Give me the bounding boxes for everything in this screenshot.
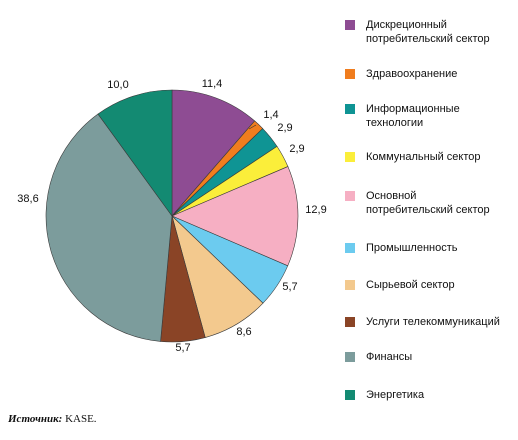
data-label-промышленность: 5,7	[282, 281, 297, 293]
data-label-здравоохранение: 1,4	[263, 109, 278, 121]
legend-item-промышленность: Промышленность	[345, 241, 458, 255]
legend-label: Промышленность	[366, 242, 458, 254]
legend-item-энергетика: Энергетика	[345, 388, 424, 402]
data-label-услуги-телекоммуникаций: 5,7	[175, 342, 190, 354]
data-label-основной-потребительский-сектор: 12,9	[305, 204, 326, 216]
legend-item-здравоохранение: Здравоохранение	[345, 67, 457, 81]
pie-chart: 11,41,42,92,912,95,78,65,738,610,0	[17, 78, 326, 354]
pie-slice-финансы	[45, 113, 173, 342]
legend-label: Здравоохранение	[366, 68, 458, 80]
data-label-сырьевой-сектор: 8,6	[236, 326, 251, 338]
legend-swatch	[345, 20, 355, 30]
data-label-коммунальный-сектор: 2,9	[289, 143, 304, 155]
legend-swatch	[345, 352, 355, 362]
legend-label: Информационные технологии	[366, 103, 460, 129]
source-label: Источник:	[8, 413, 63, 425]
legend-label: Сырьевой сектор	[366, 279, 455, 291]
legend-item-сырьевой-сектор: Сырьевой сектор	[345, 278, 455, 292]
legend-item-основной-потребительский-сектор: Основной потребительский сектор	[345, 189, 490, 217]
legend-label: Дискреционный потребительский сектор	[366, 19, 490, 45]
pie-slice-дискреционный-потребительский-сектор	[171, 89, 256, 217]
legend-item-финансы: Финансы	[345, 350, 412, 364]
legend-swatch	[345, 280, 355, 290]
legend-swatch	[345, 152, 355, 162]
legend-label: Коммунальный сектор	[366, 151, 481, 163]
legend-swatch	[345, 104, 355, 114]
pie-slice-основной-потребительский-сектор	[171, 166, 299, 267]
legend: Дискреционный потребительский сектор Здра…	[345, 0, 518, 420]
data-label-информационные-технологии: 2,9	[277, 122, 292, 134]
legend-label: Энергетика	[366, 389, 425, 401]
data-label-энергетика: 10,0	[107, 79, 128, 91]
legend-item-коммунальный-сектор: Коммунальный сектор	[345, 150, 481, 164]
legend-swatch	[345, 317, 355, 327]
source-value: KASE.	[65, 413, 97, 425]
source-note: Источник: KASE.	[8, 413, 97, 425]
pie-slice-энергетика	[97, 89, 173, 217]
leader-line	[248, 124, 257, 130]
legend-label: Финансы	[366, 351, 413, 363]
legend-item-информационные-технологии: Информационные технологии	[345, 102, 460, 130]
legend-label: Услуги телекоммуникаций	[366, 316, 500, 328]
legend-item-услуги-телекоммуникаций: Услуги телекоммуникаций	[345, 315, 500, 329]
legend-label: Основной потребительский сектор	[366, 190, 490, 216]
legend-item-дискреционный-потребительский-сектор: Дискреционный потребительский сектор	[345, 18, 490, 46]
data-label-дискреционный-потребительский-сектор: 11,4	[202, 78, 223, 90]
legend-swatch	[345, 390, 355, 400]
legend-swatch	[345, 191, 355, 201]
data-label-финансы: 38,6	[17, 193, 38, 205]
legend-swatch	[345, 69, 355, 79]
legend-swatch	[345, 243, 355, 253]
